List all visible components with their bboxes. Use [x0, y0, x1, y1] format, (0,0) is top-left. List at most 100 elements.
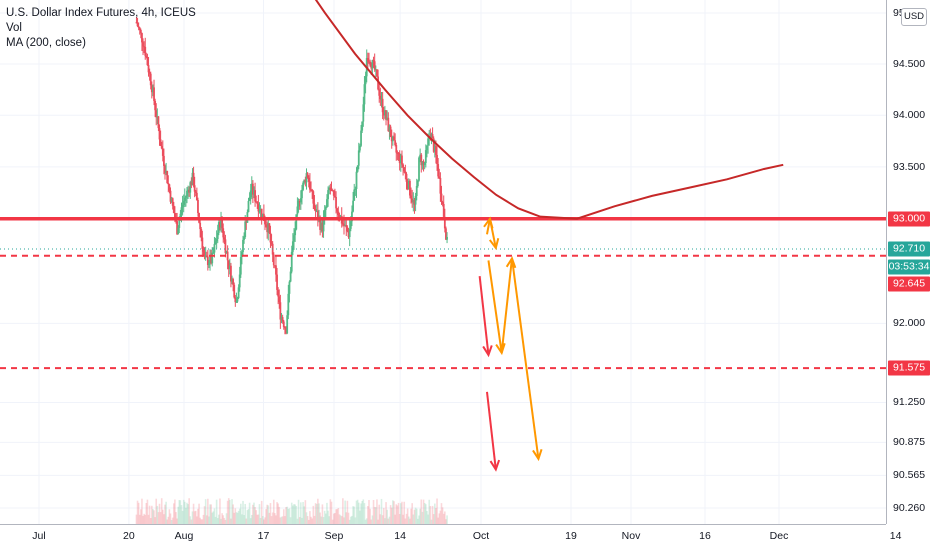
candle-body [290, 251, 293, 272]
candle-body [362, 104, 365, 122]
price-axis[interactable]: 95.00094.50094.00093.50092.00091.25090.8… [886, 0, 932, 524]
volume-bar [190, 519, 193, 524]
volume-bar [370, 519, 373, 524]
candle-body [231, 279, 233, 282]
volume-bar [154, 517, 156, 524]
legend-volume[interactable]: Vol [6, 22, 22, 34]
candle-body [230, 265, 232, 282]
volume-bar [295, 505, 298, 524]
volume-bar [302, 502, 304, 524]
legend-ma[interactable]: MA (200, close) [6, 37, 86, 49]
candle-body [235, 301, 238, 303]
volume-bar [330, 501, 333, 524]
plot-area[interactable] [0, 0, 886, 524]
candle-body [343, 223, 345, 226]
candle-body [407, 180, 410, 189]
candle-body [311, 189, 314, 192]
candle-body [144, 46, 147, 56]
candle-body [210, 255, 213, 264]
volume-bar [212, 511, 215, 524]
projection-arrowhead [505, 256, 517, 269]
chart-legend: U.S. Dollar Index Futures, 4h, ICEUS Vol… [6, 6, 196, 51]
volume-bar [259, 517, 262, 524]
time-tick-label: 14 [394, 530, 406, 542]
candle-body [238, 274, 241, 288]
volume-bar [280, 516, 283, 524]
currency-button[interactable]: USD [901, 8, 927, 26]
price-tick-label: 90.875 [893, 436, 926, 449]
projection-arrow [487, 260, 503, 353]
volume-bar [207, 498, 209, 524]
candle-body [216, 232, 219, 240]
candle-body [205, 255, 208, 257]
candle-body [396, 152, 399, 154]
candle-body [431, 134, 434, 139]
time-tick-label: 16 [699, 530, 711, 542]
volume-bar [313, 515, 316, 524]
candle-body [272, 254, 275, 266]
candle-body [153, 87, 155, 101]
candle-body [213, 243, 216, 253]
volume-bar [304, 500, 307, 524]
volume-bar [322, 517, 325, 524]
candle-body [170, 198, 173, 202]
projection-arrow [500, 258, 513, 353]
candle-body [212, 252, 215, 254]
candle-body [171, 198, 174, 206]
volume-bar [326, 502, 328, 524]
volume-bar [188, 498, 190, 524]
candle-body [315, 210, 318, 212]
candle-body [297, 201, 300, 207]
volume-bar [160, 498, 163, 524]
volume-bar [310, 516, 312, 524]
candle-body [136, 22, 139, 27]
volume-bar [411, 503, 413, 524]
candle-body [406, 181, 409, 189]
volume-bar [372, 500, 375, 524]
volume-bar [194, 510, 197, 524]
candle-body [228, 265, 231, 270]
volume-bar [214, 516, 217, 524]
candle-body [187, 189, 189, 191]
volume-bar [166, 519, 169, 524]
volume-bar [151, 505, 153, 524]
candle-body [360, 130, 362, 146]
volume-bar [260, 500, 263, 524]
volume-bar [276, 502, 278, 524]
volume-bar [284, 516, 286, 524]
volume-bar [168, 509, 171, 524]
candle-body [282, 321, 285, 328]
volume-bar [286, 506, 288, 524]
volume-bar [274, 513, 276, 524]
candle-body [220, 217, 222, 228]
candle-body [138, 27, 141, 31]
candle-body [348, 228, 351, 238]
candle-body [277, 289, 280, 297]
candle-body [328, 187, 331, 191]
volume-bar [155, 498, 158, 524]
candle-body [143, 46, 146, 48]
legend-symbol[interactable]: U.S. Dollar Index Futures, 4h, ICEUS [6, 7, 196, 19]
candle-body [181, 204, 184, 208]
candle-body [371, 60, 374, 69]
volume-bar [315, 503, 318, 524]
volume-bar [187, 504, 189, 524]
candle-body [335, 196, 337, 209]
candle-body [155, 110, 158, 118]
volume-bar [301, 517, 303, 524]
time-axis[interactable]: Jul 20 Aug 17 Sep 14 Oct 19 Nov 16 Dec 14 [0, 524, 901, 551]
volume-bar [277, 503, 279, 524]
volume-bar [218, 514, 220, 524]
price-tick-label: 90.260 [893, 502, 926, 514]
candle-body [370, 65, 373, 69]
candle-body [438, 176, 441, 178]
volume-bar [266, 504, 268, 524]
volume-bar [405, 513, 408, 524]
candle-body [418, 157, 420, 181]
volume-bar [386, 509, 388, 524]
volume-bar [336, 509, 338, 524]
volume-bar [209, 504, 211, 524]
volume-bar [202, 514, 205, 524]
candle-body [374, 69, 377, 71]
